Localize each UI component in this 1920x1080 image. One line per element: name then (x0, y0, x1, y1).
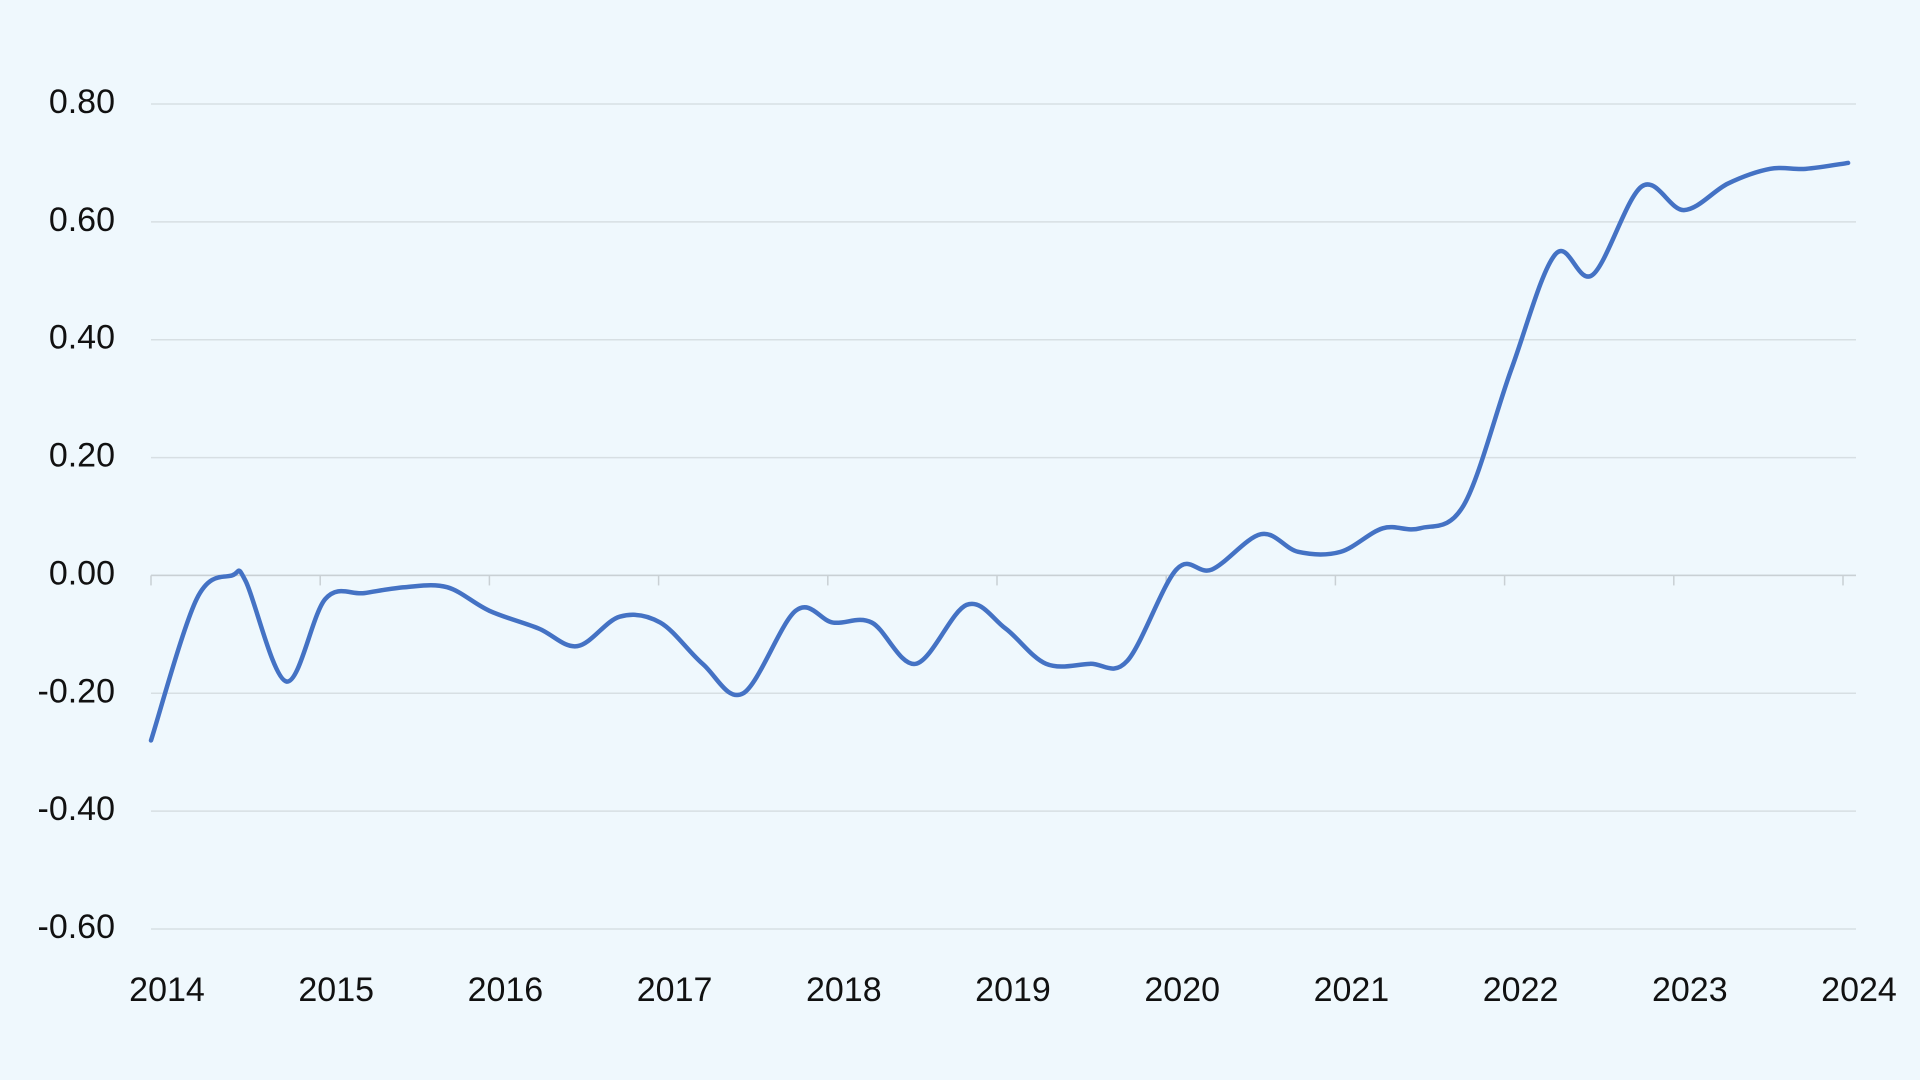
x-tick-label: 2016 (468, 971, 544, 1009)
x-tick-label: 2022 (1483, 971, 1559, 1009)
x-tick-label: 2020 (1144, 971, 1220, 1009)
x-tick-label: 2015 (298, 971, 374, 1009)
x-tick-label: 2017 (637, 971, 713, 1009)
y-tick-label: 0.80 (49, 83, 115, 121)
x-tick-label: 2023 (1652, 971, 1728, 1009)
y-tick-label: 0.20 (49, 437, 115, 475)
y-tick-label: 0.40 (49, 319, 115, 357)
x-tick-label: 2024 (1821, 971, 1897, 1009)
y-tick-label: -0.20 (38, 672, 116, 710)
y-tick-label: -0.60 (38, 908, 116, 946)
y-tick-label: 0.00 (49, 554, 115, 592)
x-tick-label: 2014 (129, 971, 205, 1009)
x-tick-label: 2018 (806, 971, 882, 1009)
y-tick-label: 0.60 (49, 201, 115, 239)
x-tick-label: 2021 (1314, 971, 1390, 1009)
x-tick-label: 2019 (975, 971, 1051, 1009)
y-tick-label: -0.40 (38, 790, 116, 828)
data-line (148, 160, 1851, 743)
